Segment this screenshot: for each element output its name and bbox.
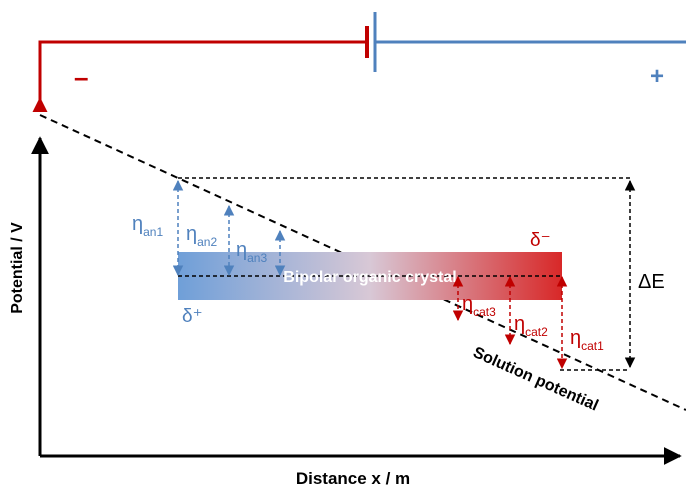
delta-e-label: ΔE xyxy=(638,271,665,293)
eta-an3-label: ηan3 xyxy=(236,239,267,265)
delta-e-indicator: ΔE xyxy=(178,177,665,371)
eta-cat1-label: ηcat1 xyxy=(570,327,604,353)
bipolar-crystal: Bipolar organic crystal δ⁺ δ⁻ xyxy=(178,230,562,327)
power-source: – + xyxy=(32,12,686,112)
cathodic-overpotentials: ηcat3 ηcat2 ηcat1 xyxy=(452,275,604,370)
delta-minus-label: δ⁻ xyxy=(530,230,551,251)
y-axis-label: Potential / V xyxy=(9,222,26,314)
solution-potential-label: Solution potential xyxy=(470,344,600,414)
eta-cat3-label: ηcat3 xyxy=(462,293,496,319)
eta-an2-label: ηan2 xyxy=(186,223,217,249)
solution-potential-line xyxy=(39,114,686,411)
axes: Potential / V Distance x / m xyxy=(9,136,682,488)
negative-lead-wire xyxy=(32,40,365,112)
plus-sign: + xyxy=(650,63,664,90)
x-axis-label: Distance x / m xyxy=(296,469,410,488)
eta-an1-label: ηan1 xyxy=(132,213,163,239)
crystal-label: Bipolar organic crystal xyxy=(283,269,456,286)
anodic-overpotentials: ηan1 ηan2 ηan3 xyxy=(132,179,286,277)
delta-plus-label: δ⁺ xyxy=(182,306,203,327)
minus-sign: – xyxy=(74,62,88,92)
eta-cat2-label: ηcat2 xyxy=(514,313,548,339)
